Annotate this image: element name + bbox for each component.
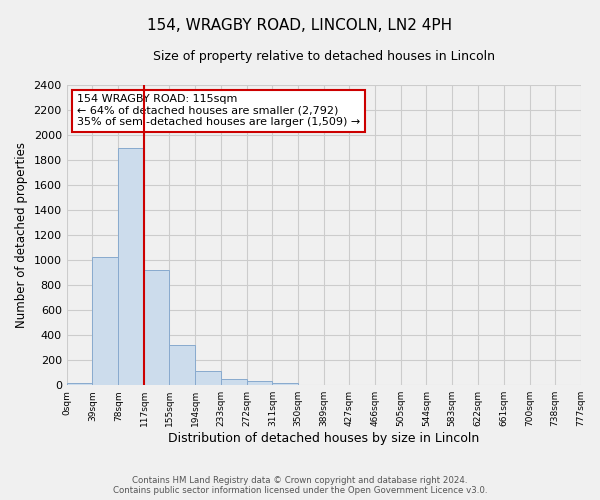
Bar [272,382,298,385]
Y-axis label: Number of detached properties: Number of detached properties [15,142,28,328]
Title: Size of property relative to detached houses in Lincoln: Size of property relative to detached ho… [152,50,494,63]
Bar [169,345,195,385]
Bar [118,148,144,385]
Bar [247,382,272,385]
Bar [144,270,169,385]
Text: Contains HM Land Registry data © Crown copyright and database right 2024.
Contai: Contains HM Land Registry data © Crown c… [113,476,487,495]
Bar [195,372,221,385]
Bar [67,382,92,385]
Text: 154 WRAGBY ROAD: 115sqm
← 64% of detached houses are smaller (2,792)
35% of semi: 154 WRAGBY ROAD: 115sqm ← 64% of detache… [77,94,360,127]
Text: 154, WRAGBY ROAD, LINCOLN, LN2 4PH: 154, WRAGBY ROAD, LINCOLN, LN2 4PH [148,18,452,32]
Bar [221,379,247,385]
Bar [92,257,118,385]
X-axis label: Distribution of detached houses by size in Lincoln: Distribution of detached houses by size … [168,432,479,445]
